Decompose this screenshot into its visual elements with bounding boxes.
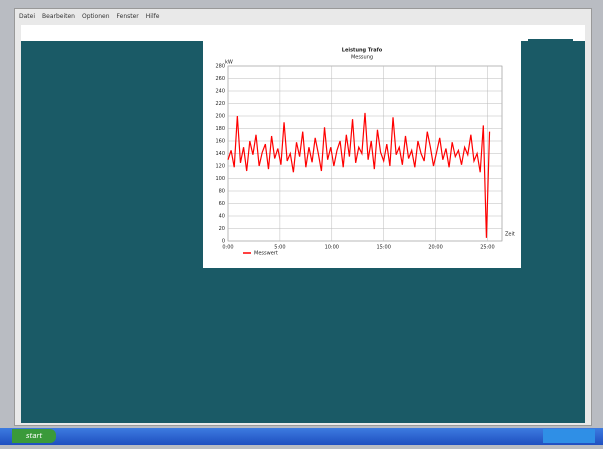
y-tick-label: 80 xyxy=(219,189,225,195)
desktop: Datei Bearbeiten Optionen Fenster Hilfe Leis… xyxy=(0,0,603,449)
x-axis-label: Zeit xyxy=(505,232,515,238)
y-tick-label: 280 xyxy=(215,64,225,70)
x-tick-label: 25:00 xyxy=(480,245,494,251)
y-tick-label: 220 xyxy=(215,101,225,107)
y-tick-label: 180 xyxy=(215,126,225,132)
toolbar xyxy=(21,25,585,41)
legend-label: Messwert xyxy=(254,251,278,257)
y-tick-label: 200 xyxy=(215,114,225,120)
chart-subtitle: Messung xyxy=(351,55,373,61)
taskbar: start xyxy=(0,428,603,445)
menu-item[interactable]: Datei xyxy=(19,13,35,20)
system-tray xyxy=(543,429,595,443)
chart-title: Leistung Trafo xyxy=(342,48,383,54)
side-panel xyxy=(528,39,573,423)
y-tick-label: 40 xyxy=(219,214,225,220)
menu-item[interactable]: Hilfe xyxy=(146,13,160,20)
start-button[interactable]: start xyxy=(12,429,56,443)
x-tick-label: 10:00 xyxy=(325,245,339,251)
chart: Leistung Trafo Messung kW Zeit 020406080… xyxy=(203,40,521,268)
y-tick-label: 100 xyxy=(215,176,225,182)
menu-bar: Datei Bearbeiten Optionen Fenster Hilfe xyxy=(19,13,166,20)
y-tick-label: 20 xyxy=(219,226,225,232)
y-tick-label: 260 xyxy=(215,76,225,82)
y-tick-label: 160 xyxy=(215,139,225,145)
y-axis-label: kW xyxy=(225,60,233,66)
x-tick-label: 0:00 xyxy=(222,245,233,251)
menu-item[interactable]: Optionen xyxy=(82,13,110,20)
y-tick-label: 240 xyxy=(215,89,225,95)
menu-item[interactable]: Fenster xyxy=(117,13,139,20)
y-tick-label: 140 xyxy=(215,151,225,157)
menu-item[interactable]: Bearbeiten xyxy=(42,13,75,20)
y-tick-label: 60 xyxy=(219,201,225,207)
x-tick-label: 15:00 xyxy=(376,245,390,251)
x-tick-label: 20:00 xyxy=(428,245,442,251)
y-tick-label: 120 xyxy=(215,164,225,170)
